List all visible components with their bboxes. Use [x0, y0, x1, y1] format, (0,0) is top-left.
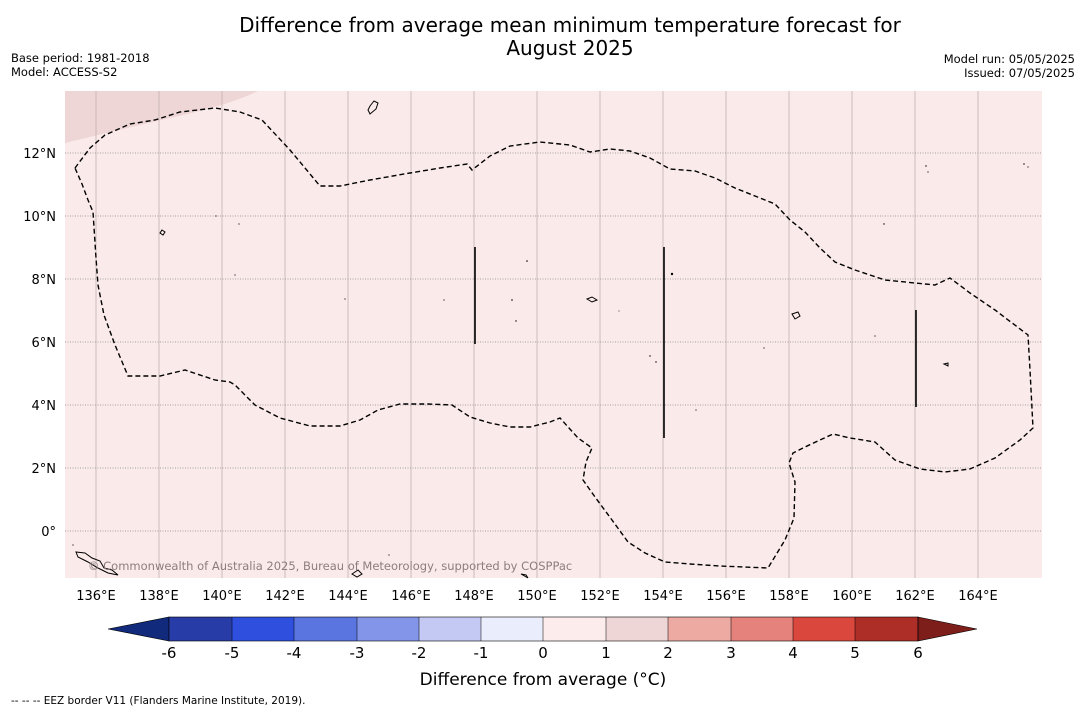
lon-label: 156°E	[706, 589, 746, 604]
colorbar-tick: -6	[162, 644, 177, 662]
latitude-labels: 12°N 10°N 8°N 6°N 4°N 2°N 0°	[23, 147, 56, 540]
title-line-2: August 2025	[506, 36, 634, 60]
issued-date: Issued: 07/05/2025	[964, 66, 1075, 80]
lat-label: 12°N	[23, 147, 56, 162]
colorbar-tick: 4	[788, 644, 798, 662]
island-png-coast	[75, 551, 119, 576]
island-bismarck-a	[520, 573, 529, 579]
map-panel: © Commonwealth of Australia 2025, Bureau…	[65, 91, 1042, 579]
lon-label: 136°E	[76, 589, 116, 604]
lat-label: 6°N	[32, 336, 57, 351]
title-line-1: Difference from average mean minimum tem…	[239, 13, 901, 37]
lat-label: 2°N	[32, 462, 57, 477]
colorbar-bin	[294, 617, 357, 641]
lat-label: 0°	[41, 525, 56, 540]
meta-left: Base period: 1981-2018 Model: ACCESS-S2	[11, 51, 150, 79]
colorbar-bin	[357, 617, 419, 641]
colorbar-bin	[481, 617, 543, 641]
page-title: Difference from average mean minimum tem…	[200, 14, 940, 60]
lon-label: 150°E	[517, 589, 557, 604]
lon-label: 140°E	[202, 589, 242, 604]
island-kosrae	[942, 362, 949, 367]
colorbar-tick: 1	[601, 644, 611, 662]
colorbar-tick: 3	[726, 644, 736, 662]
colorbar-tick: -4	[287, 644, 302, 662]
lon-label: 154°E	[643, 589, 683, 604]
colorbar-tick: 2	[663, 644, 673, 662]
longitude-gridlines	[95, 91, 979, 578]
upper-left-anomaly-region	[65, 91, 258, 143]
colorbar-tick: 0	[538, 644, 548, 662]
island-bismarck-b	[351, 569, 363, 578]
model-name: Model: ACCESS-S2	[11, 65, 118, 79]
colorbar-bin	[169, 617, 232, 641]
lon-label: 164°E	[958, 589, 998, 604]
colorbar: -6 -5 -4 -3 -2 -1 0 1 2 3 4 5 6	[107, 616, 978, 662]
longitude-labels: 136°E 138°E 140°E 142°E 144°E 146°E 148°…	[76, 589, 998, 604]
island-yap	[159, 229, 166, 236]
lat-label: 8°N	[32, 273, 57, 288]
colorbar-bin	[419, 617, 481, 641]
base-period: Base period: 1981-2018	[11, 51, 150, 65]
colorbar-tick: -5	[225, 644, 240, 662]
colorbar-tick: -3	[350, 644, 365, 662]
eez-solid-segments	[474, 247, 917, 438]
copyright-text: © Commonwealth of Australia 2025, Bureau…	[88, 559, 572, 573]
colorbar-bin	[232, 617, 294, 641]
island-chuuk	[585, 296, 599, 303]
lon-label: 146°E	[391, 589, 431, 604]
island-guam	[367, 100, 379, 115]
meta-right: Model run: 05/05/2025 Issued: 07/05/2025	[944, 52, 1075, 80]
lon-label: 142°E	[265, 589, 305, 604]
model-run: Model run: 05/05/2025	[943, 52, 1075, 66]
colorbar-bin	[793, 617, 855, 641]
lat-label: 4°N	[32, 399, 57, 414]
latitude-gridlines	[65, 152, 1042, 532]
atolls	[72, 163, 1029, 556]
colorbar-tick: -1	[474, 644, 489, 662]
lat-label: 10°N	[23, 210, 56, 225]
colorbar-bin	[855, 617, 918, 641]
footnote: -- -- -- EEZ border V11 (Flanders Marine…	[11, 695, 306, 707]
colorbar-bin	[668, 617, 731, 641]
colorbar-bin	[731, 617, 793, 641]
lon-label: 144°E	[328, 589, 368, 604]
colorbar-extend-low	[107, 616, 170, 642]
lon-label: 162°E	[895, 589, 935, 604]
colorbar-tick: -2	[412, 644, 427, 662]
lon-label: 138°E	[139, 589, 179, 604]
colorbar-tick: 6	[913, 644, 923, 662]
colorbar-bin	[606, 617, 668, 641]
lon-label: 158°E	[769, 589, 809, 604]
colorbar-extend-high	[917, 616, 978, 642]
colorbar-ticks: -6 -5 -4 -3 -2 -1 0 1 2 3 4 5 6	[162, 644, 923, 662]
colorbar-frame	[168, 616, 919, 642]
island-pohnpei	[791, 311, 801, 320]
anomaly-field	[65, 91, 1042, 578]
lon-label: 148°E	[454, 589, 494, 604]
islands	[75, 100, 949, 579]
colorbar-bin	[543, 617, 606, 641]
lon-label: 152°E	[580, 589, 620, 604]
lon-label: 160°E	[832, 589, 872, 604]
colorbar-title: Difference from average (°C)	[419, 670, 667, 690]
colorbar-tick: 5	[850, 644, 860, 662]
